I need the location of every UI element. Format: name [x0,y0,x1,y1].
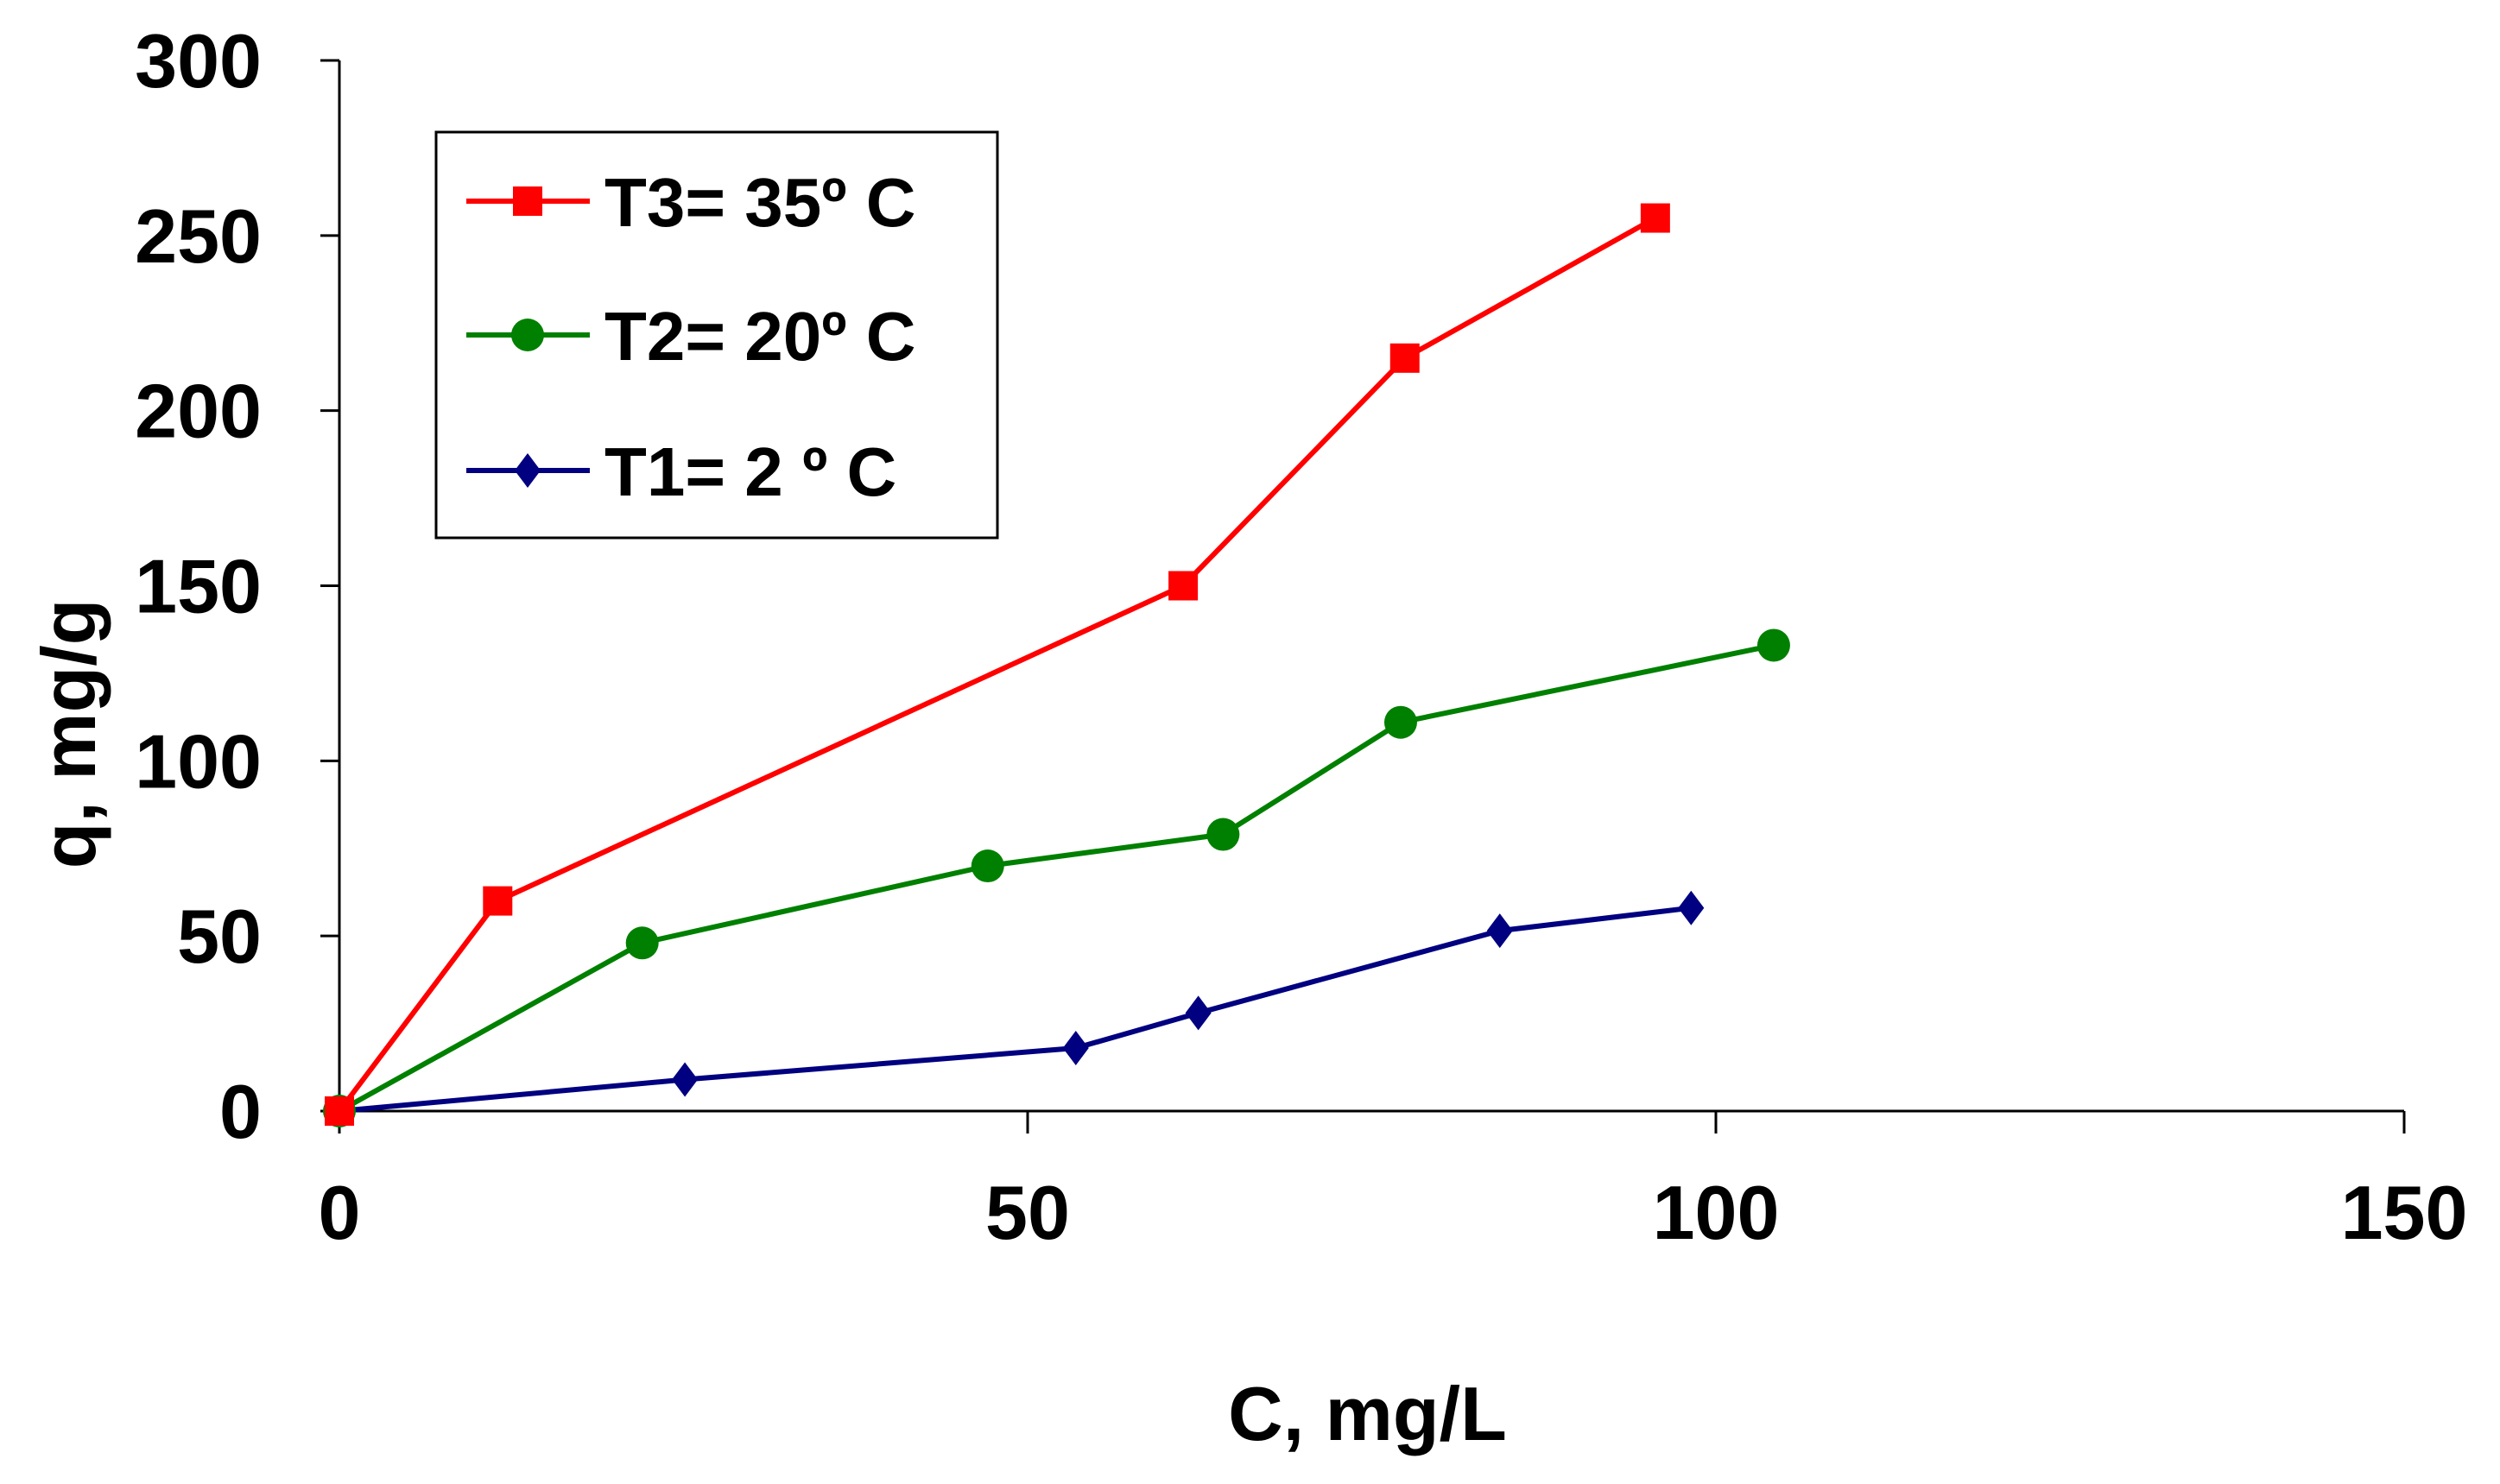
series-t3 [325,203,1670,1126]
legend-swatch-marker [515,453,541,488]
legend-label: T1= 2 º C [604,433,896,510]
series-t3-point [483,886,513,916]
y-tick-label: 0 [219,1069,262,1154]
legend-swatch-marker [511,319,544,351]
y-tick-label: 50 [177,894,262,979]
series-t2-line [338,642,1775,1114]
legend-swatch-marker [513,186,542,216]
series-t1-point [672,1062,699,1097]
series-t2 [323,628,1790,1127]
series-t3-point [325,1096,354,1126]
series-t1-line [339,905,1692,1114]
y-tick-label: 250 [135,193,262,279]
series-t2-point [1383,705,1417,739]
y-tick-label: 150 [135,544,262,629]
series-t3-point [1640,203,1670,233]
series-t3-point [1168,571,1199,601]
axes: 0 50 100 150 200 250 300 0 50 100 150 [135,18,2467,1255]
x-tick-label: 50 [985,1170,1070,1255]
series-t3-point [1389,343,1420,373]
series-t1-point [1185,995,1212,1031]
legend-item-t3: T3= 35º C [466,164,916,241]
x-tick-label: 150 [2341,1170,2468,1255]
legend-item-t1: T1= 2 º C [466,433,896,510]
x-tick-label: 0 [319,1170,361,1255]
legend-item-t2: T2= 20º C [466,298,916,375]
y-tick-label: 100 [135,718,262,804]
series-t2-point [625,926,659,960]
series-t1-point [1062,1030,1089,1065]
x-tick-label: 100 [1653,1170,1780,1255]
y-tick-label: 300 [135,18,262,104]
legend-label: T2= 20º C [604,298,916,375]
series-t1-point [1486,913,1513,949]
series-t2-point [1206,818,1240,851]
series-t2-point [1756,628,1790,662]
series-t1 [326,890,1705,1128]
x-axis-title: C, mg/L [1228,1371,1507,1456]
series-t2-point [971,849,1004,883]
data-series [323,203,1790,1128]
legend-label: T3= 35º C [604,164,916,241]
series-t1-point [1678,890,1705,925]
y-tick-label: 200 [135,369,262,454]
legend: T3= 35º C T2= 20º C T1= 2 º C [434,130,999,540]
y-axis-title: q, mg/g [26,599,111,869]
